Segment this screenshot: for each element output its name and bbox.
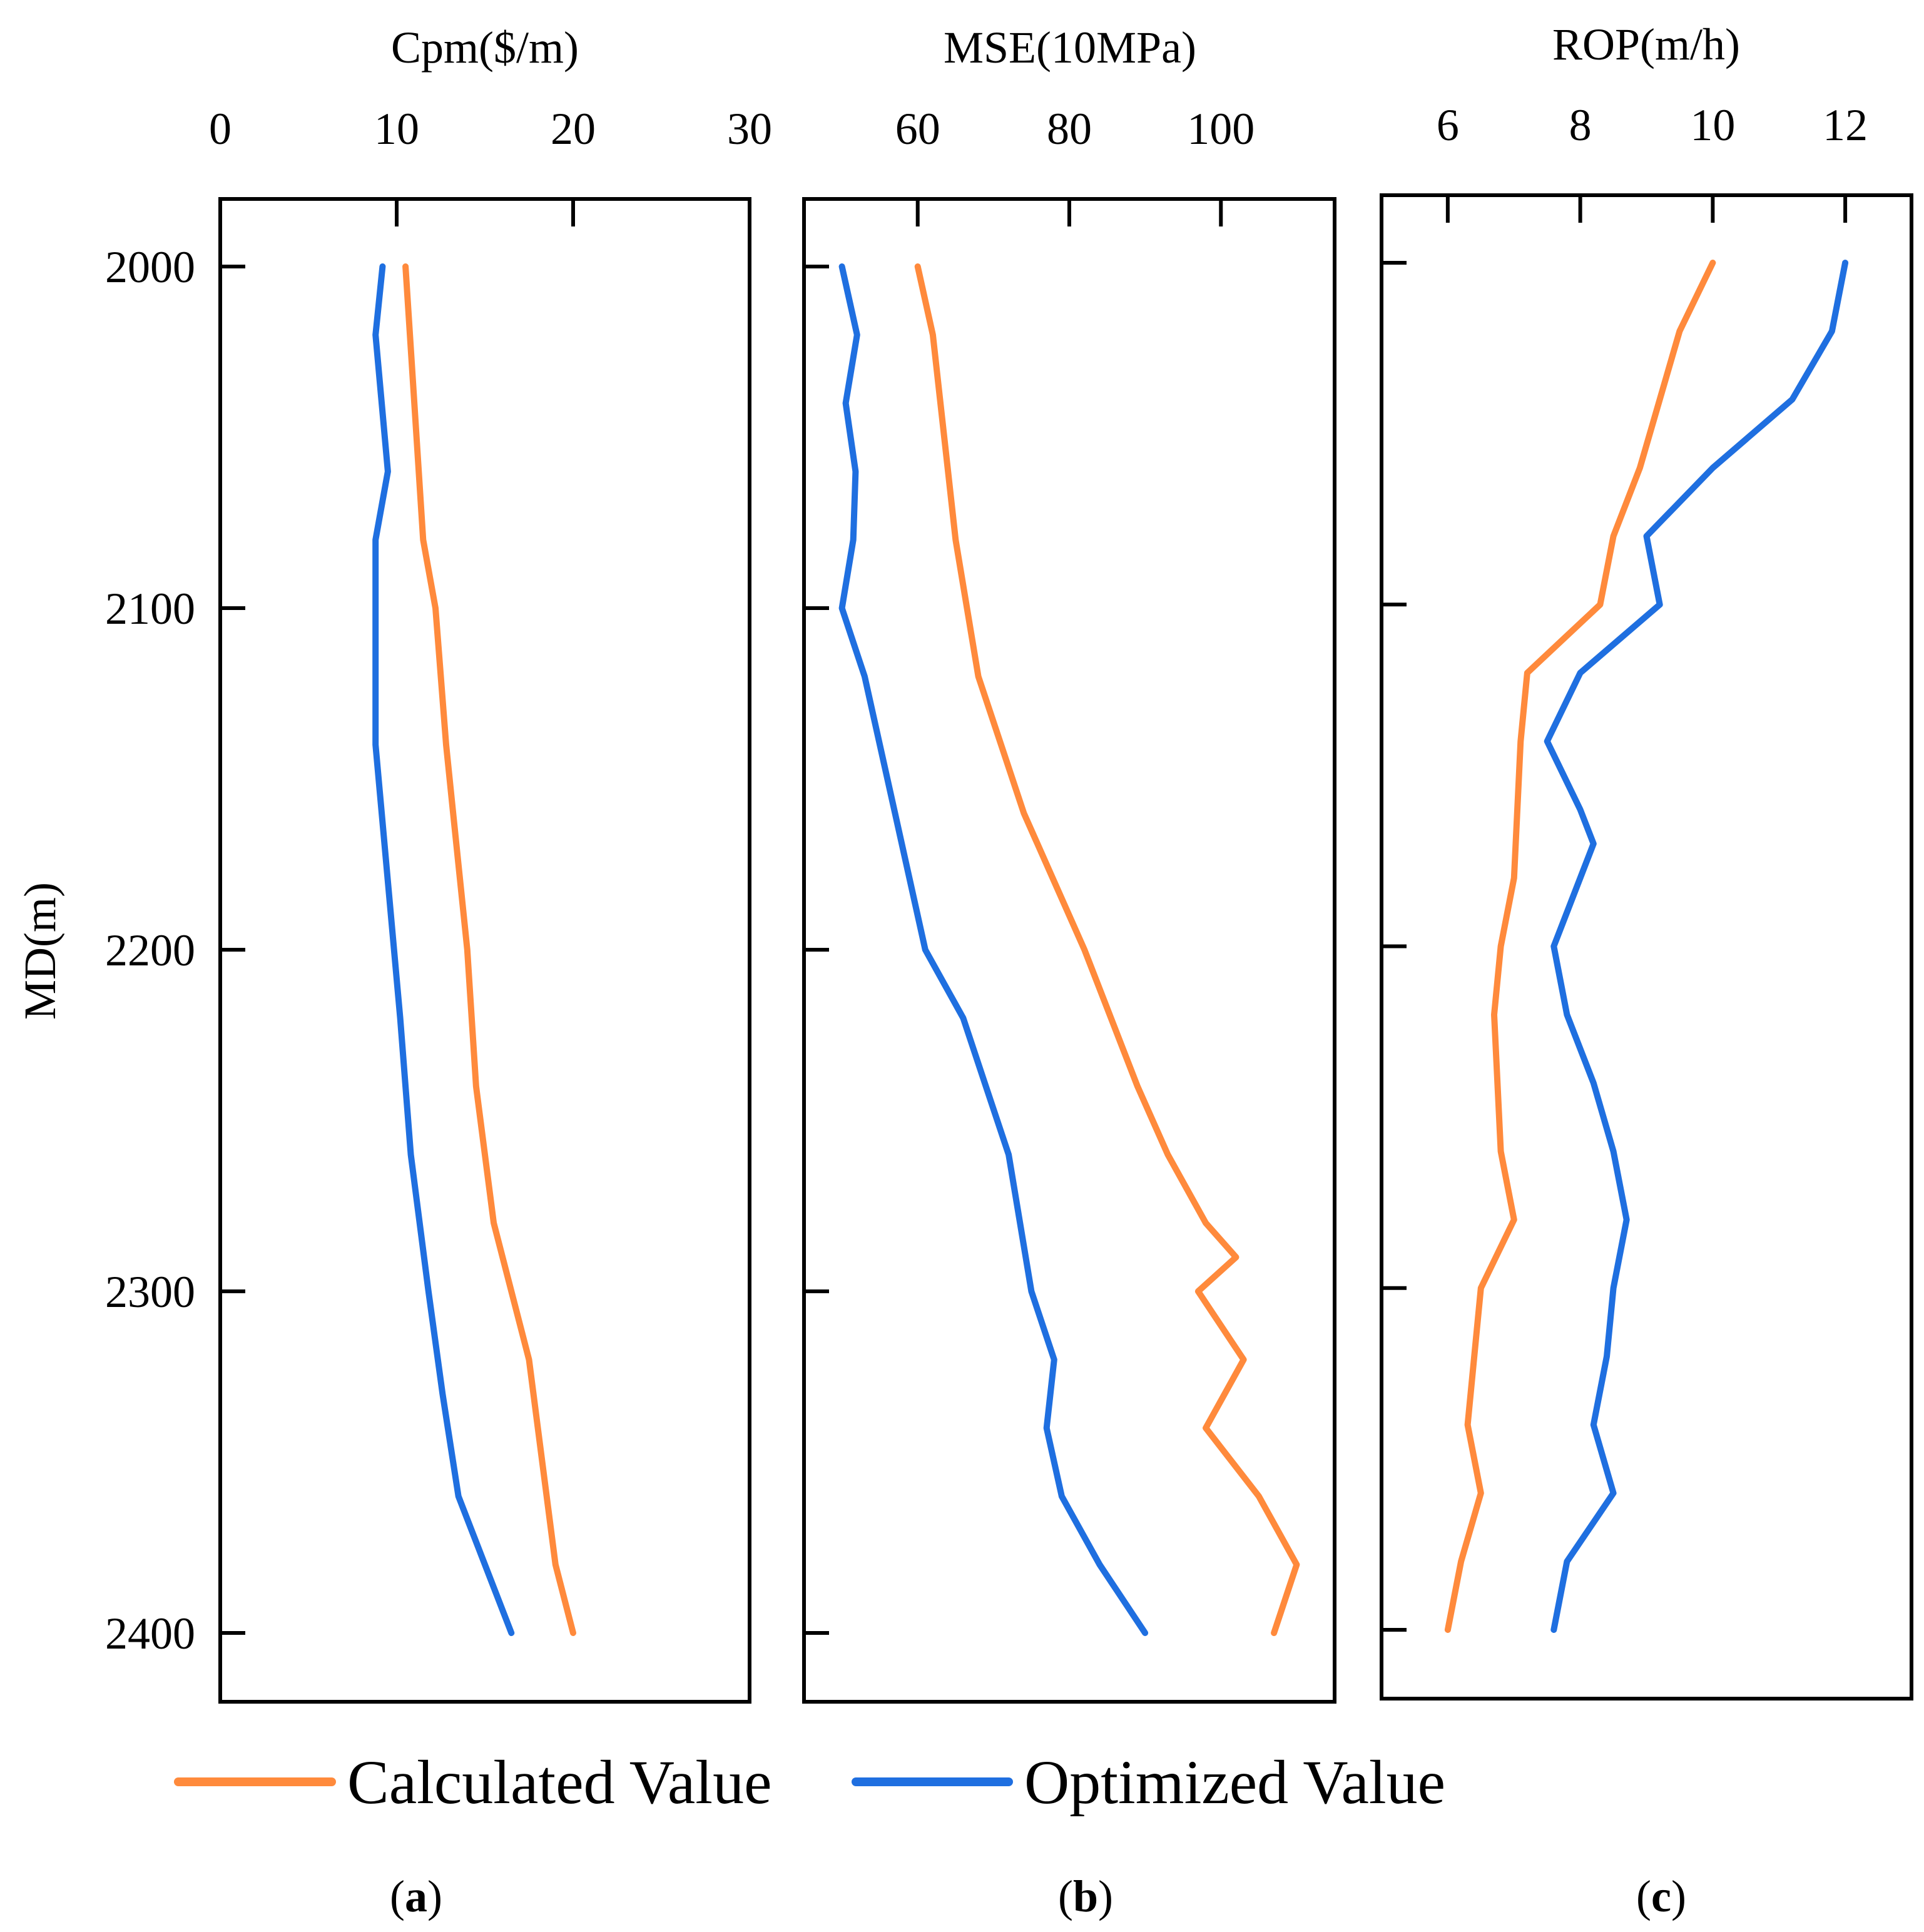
x-tick-label-a: 30 [727, 104, 772, 154]
series-calculated-c [1444, 260, 1716, 1633]
series-optimized-a [372, 263, 515, 1636]
x-tick-label-c: 12 [1823, 100, 1868, 150]
plot-frame-c [1380, 193, 1913, 1701]
legend-calculated-label: Calculated Value [347, 1747, 771, 1817]
x-tick-label-b: 60 [895, 104, 940, 154]
x-tick-label-a: 20 [551, 104, 596, 154]
x-tick-label-c: 10 [1690, 100, 1735, 150]
series-calculated-a [402, 263, 576, 1636]
series-calculated-b [914, 263, 1300, 1636]
panel-label-c: (c) [1636, 1871, 1686, 1921]
legend: Calculated Value Optimized Value [174, 1747, 1445, 1817]
x-tick-label-b: 100 [1187, 104, 1255, 154]
x-tick-label-a: 0 [209, 104, 232, 154]
plot-frame-a [218, 197, 751, 1704]
plot-frame-b [802, 197, 1336, 1704]
y-tick-label: 2300 [105, 1267, 195, 1317]
panel-a: Cpm($/m) 0 10 20 30 2000 2100 2200 2300 2400 (a) [105, 23, 772, 1921]
x-tick-label-a: 10 [374, 104, 419, 154]
x-tick-label-c: 8 [1569, 100, 1592, 150]
axis-title-a: Cpm($/m) [391, 23, 579, 73]
y-tick-label: 2200 [105, 925, 195, 975]
panel-b: MSE(10MPa)60 80 100 (b) [802, 23, 1336, 1921]
y-tick-label: 2100 [105, 584, 195, 634]
series-optimized-b [838, 263, 1149, 1636]
panel-label-a: (a) [390, 1871, 442, 1921]
series-optimized-c [1544, 260, 1849, 1633]
legend-optimized-label: Optimized Value [1024, 1747, 1445, 1817]
panel-c: ROP(m/h) 6 8 10 12 (c) [1380, 19, 1913, 1921]
x-tick-label-b: 80 [1047, 104, 1092, 154]
panel-label-b: (b) [1058, 1871, 1113, 1921]
x-tick-label-c: 6 [1437, 100, 1459, 150]
y-axis-title: MD(m) [15, 882, 65, 1020]
axis-title-b: MSE(10MPa) [944, 23, 1196, 73]
axis-title-c: ROP(m/h) [1552, 19, 1740, 69]
y-tick-label: 2400 [105, 1609, 195, 1659]
y-tick-label: 2000 [105, 242, 195, 292]
